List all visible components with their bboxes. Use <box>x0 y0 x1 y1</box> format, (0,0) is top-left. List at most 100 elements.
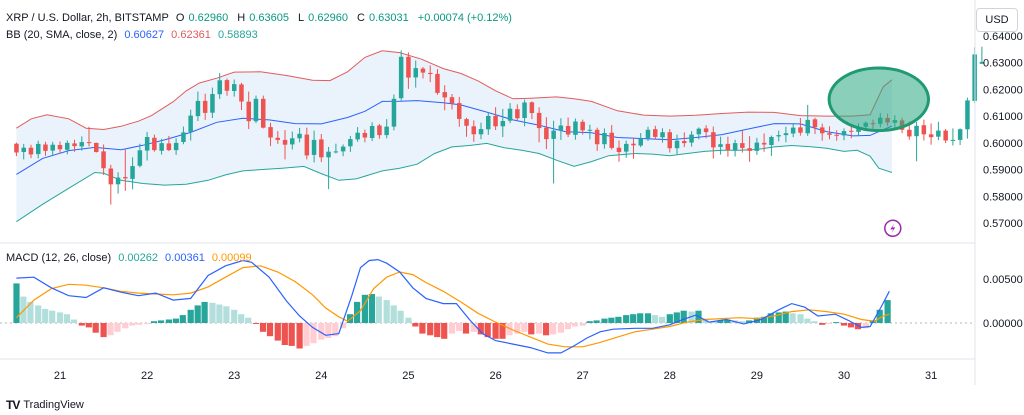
candle[interactable] <box>195 91 201 121</box>
candle[interactable] <box>805 104 811 136</box>
candle[interactable] <box>609 125 615 150</box>
candle[interactable] <box>587 124 593 140</box>
candle[interactable] <box>442 85 448 111</box>
candle[interactable] <box>377 123 382 139</box>
candle[interactable] <box>478 122 484 140</box>
candle[interactable] <box>464 117 469 137</box>
candle[interactable] <box>653 125 658 140</box>
candle[interactable] <box>435 69 440 95</box>
candle[interactable] <box>428 65 433 83</box>
candle[interactable] <box>115 172 121 194</box>
candle[interactable] <box>812 117 818 134</box>
candle[interactable] <box>224 78 230 96</box>
candle[interactable] <box>144 131 150 161</box>
candle[interactable] <box>820 123 825 141</box>
candle[interactable] <box>319 134 324 163</box>
candle[interactable] <box>137 143 143 168</box>
candle[interactable] <box>790 123 796 138</box>
macd-title[interactable]: MACD (12, 26, close) <box>6 252 112 264</box>
candle[interactable] <box>398 50 404 101</box>
candle[interactable] <box>696 127 702 140</box>
price-pane[interactable] <box>14 46 985 238</box>
candle[interactable] <box>50 141 56 157</box>
candle[interactable] <box>471 120 477 142</box>
candle[interactable] <box>928 123 934 145</box>
candle[interactable] <box>921 119 927 141</box>
candle[interactable] <box>761 133 767 152</box>
candle[interactable] <box>57 141 63 154</box>
candle[interactable] <box>72 139 77 152</box>
candle[interactable] <box>638 133 644 148</box>
candle[interactable] <box>689 131 694 147</box>
candle[interactable] <box>740 130 745 153</box>
candle[interactable] <box>210 87 215 118</box>
candle[interactable] <box>580 119 585 135</box>
candle[interactable] <box>311 130 317 163</box>
candle[interactable] <box>391 94 397 131</box>
candle[interactable] <box>202 93 208 120</box>
candle[interactable] <box>507 103 513 124</box>
candle[interactable] <box>493 107 498 130</box>
candle[interactable] <box>413 60 419 88</box>
candle[interactable] <box>711 126 716 159</box>
candle[interactable] <box>166 135 172 152</box>
candle[interactable] <box>181 126 186 145</box>
candle[interactable] <box>362 129 368 143</box>
candle[interactable] <box>173 138 179 155</box>
candle[interactable] <box>355 127 360 142</box>
candle[interactable] <box>28 144 34 159</box>
candle[interactable] <box>551 120 556 184</box>
candle[interactable] <box>703 125 709 139</box>
lightning-icon[interactable] <box>884 219 902 238</box>
footer[interactable]: TV TradingView <box>6 398 84 412</box>
candle[interactable] <box>979 46 985 64</box>
candle[interactable] <box>798 118 803 136</box>
candle[interactable] <box>268 122 273 147</box>
candle[interactable] <box>449 94 455 110</box>
candle[interactable] <box>718 136 723 155</box>
candle[interactable] <box>457 96 462 127</box>
candle[interactable] <box>515 104 520 121</box>
candle[interactable] <box>950 128 956 146</box>
candle[interactable] <box>827 126 832 140</box>
candle[interactable] <box>769 135 774 156</box>
candle[interactable] <box>333 143 339 154</box>
candle[interactable] <box>725 136 731 157</box>
candle[interactable] <box>290 131 295 150</box>
candle[interactable] <box>573 118 578 140</box>
candle[interactable] <box>304 127 310 160</box>
candle[interactable] <box>326 146 331 190</box>
candle[interactable] <box>101 144 106 175</box>
candle[interactable] <box>486 112 491 135</box>
highlight-circle[interactable] <box>827 66 930 133</box>
candle[interactable] <box>65 140 70 155</box>
candle[interactable] <box>957 128 963 145</box>
candle[interactable] <box>914 122 919 162</box>
candle[interactable] <box>674 134 680 155</box>
candle[interactable] <box>660 128 665 143</box>
candle[interactable] <box>965 97 970 139</box>
bb-title[interactable]: BB (20, SMA, close, 2) <box>6 29 118 41</box>
candle[interactable] <box>253 95 259 124</box>
candle[interactable] <box>275 131 281 144</box>
candle[interactable] <box>616 140 622 162</box>
candle[interactable] <box>594 127 600 151</box>
candle[interactable] <box>943 129 948 144</box>
candle[interactable] <box>754 137 760 155</box>
candle[interactable] <box>130 157 135 190</box>
candle[interactable] <box>849 126 854 139</box>
candle[interactable] <box>246 91 252 129</box>
candle[interactable] <box>500 108 506 137</box>
candle[interactable] <box>369 122 375 141</box>
candle[interactable] <box>86 126 92 147</box>
candle[interactable] <box>152 134 157 152</box>
candle[interactable] <box>936 121 941 141</box>
candle[interactable] <box>783 126 789 143</box>
candle[interactable] <box>420 67 426 79</box>
candle[interactable] <box>108 164 114 205</box>
candle[interactable] <box>565 117 571 138</box>
candle[interactable] <box>536 107 542 143</box>
macd-pane[interactable] <box>0 258 975 354</box>
candle[interactable] <box>544 117 549 149</box>
